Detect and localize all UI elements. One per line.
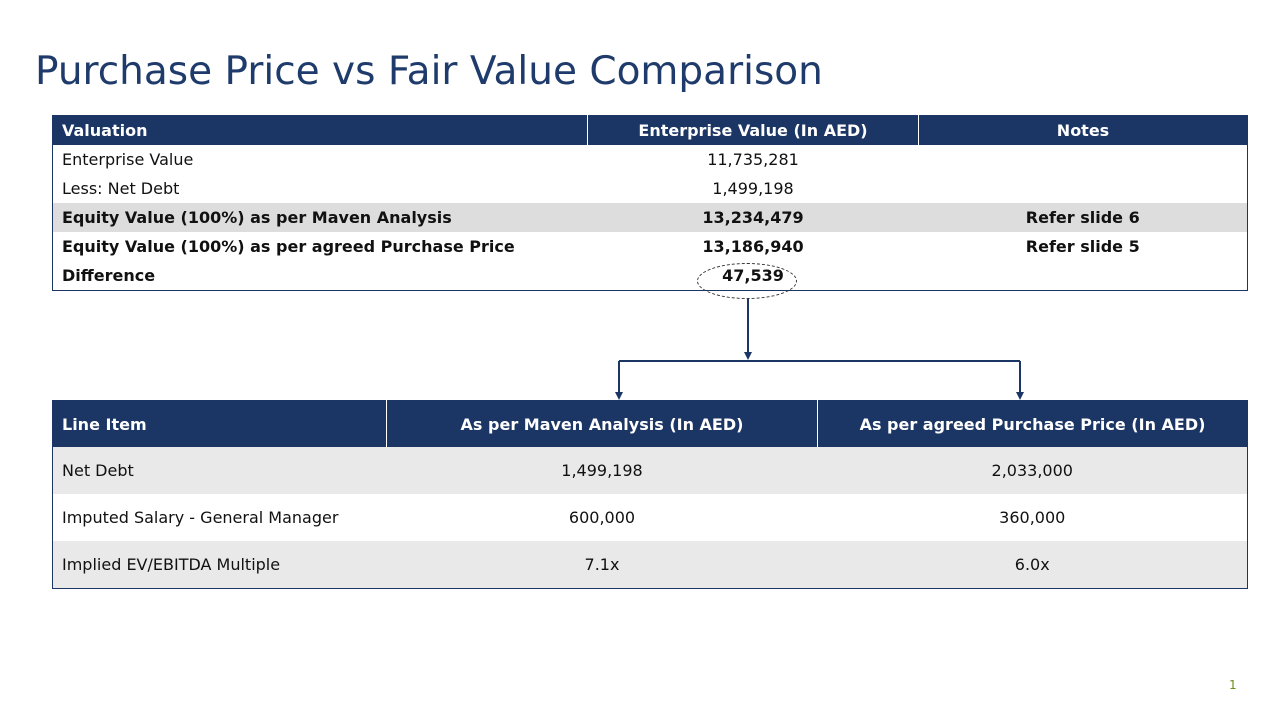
table-header-row: Line Item As per Maven Analysis (In AED)… bbox=[52, 400, 1248, 447]
column-header-agreed: As per agreed Purchase Price (In AED) bbox=[817, 400, 1248, 447]
column-header-line-item: Line Item bbox=[52, 400, 387, 447]
row-label: Equity Value (100%) as per agreed Purcha… bbox=[62, 237, 515, 256]
agreed-value: 6.0x bbox=[817, 541, 1248, 589]
agreed-value: 2,033,000 bbox=[817, 447, 1248, 494]
row-note: Refer slide 5 bbox=[1025, 237, 1140, 256]
table-header-row: Valuation Enterprise Value (In AED) Note… bbox=[52, 115, 1248, 145]
row-label: Difference bbox=[62, 266, 156, 285]
line-item-label: Implied EV/EBITDA Multiple bbox=[52, 541, 387, 589]
column-header-enterprise-value: Enterprise Value (In AED) bbox=[587, 115, 919, 145]
maven-value: 600,000 bbox=[568, 508, 636, 527]
table-row: Equity Value (100%) as per Maven Analysi… bbox=[52, 203, 1248, 232]
agreed-value: 360,000 bbox=[999, 508, 1066, 527]
row-value: 13,186,940 bbox=[702, 237, 804, 256]
table-row: Less: Net Debt 1,499,198 bbox=[53, 174, 1248, 203]
table-row: Equity Value (100%) as per agreed Purcha… bbox=[53, 232, 1248, 261]
row-note: Refer slide 6 bbox=[918, 203, 1248, 232]
row-value: 13,234,479 bbox=[587, 203, 919, 232]
row-label: Less: Net Debt bbox=[62, 179, 180, 198]
line-item-label: Imputed Salary - General Manager bbox=[62, 508, 339, 527]
row-label: Equity Value (100%) as per Maven Analysi… bbox=[52, 203, 588, 232]
valuation-table: Valuation Enterprise Value (In AED) Note… bbox=[52, 115, 1248, 291]
maven-value: 1,499,198 bbox=[386, 447, 818, 494]
column-header-notes: Notes bbox=[918, 115, 1248, 145]
page-title: Purchase Price vs Fair Value Comparison bbox=[35, 49, 823, 94]
table-row: Imputed Salary - General Manager 600,000… bbox=[53, 494, 1248, 541]
row-label: Enterprise Value bbox=[62, 150, 194, 169]
column-header-valuation: Valuation bbox=[52, 115, 588, 145]
table-row: Enterprise Value 11,735,281 bbox=[53, 145, 1248, 174]
row-value: 1,499,198 bbox=[712, 179, 794, 198]
line-items-table: Line Item As per Maven Analysis (In AED)… bbox=[52, 400, 1248, 589]
difference-highlight-ellipse bbox=[697, 263, 797, 299]
line-item-label: Net Debt bbox=[52, 447, 387, 494]
column-header-maven: As per Maven Analysis (In AED) bbox=[386, 400, 818, 447]
row-value: 11,735,281 bbox=[707, 150, 799, 169]
table-row: Implied EV/EBITDA Multiple 7.1x 6.0x bbox=[52, 541, 1248, 589]
maven-value: 7.1x bbox=[386, 541, 818, 589]
table-row: Net Debt 1,499,198 2,033,000 bbox=[52, 447, 1248, 494]
page-number: 1 bbox=[1229, 678, 1237, 692]
